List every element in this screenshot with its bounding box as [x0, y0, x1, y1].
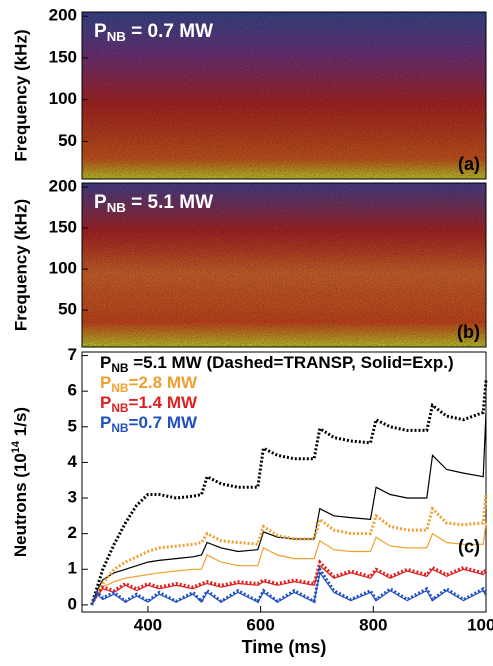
- series-line: [91, 522, 487, 606]
- spectrogram-texture: [82, 183, 486, 347]
- series-line: [91, 571, 487, 606]
- subscript: NB: [111, 401, 129, 415]
- subscript: NB: [107, 200, 126, 215]
- text: = 0.7 MW: [126, 21, 213, 42]
- subscript: NB: [111, 381, 129, 395]
- series-line: [90, 494, 488, 606]
- symbol: P: [94, 21, 107, 42]
- x-tick-label: 400: [134, 615, 162, 634]
- series-line: [90, 380, 488, 606]
- subscript: NB: [111, 421, 129, 435]
- spectrogram-texture: [82, 12, 486, 179]
- annotation: PNB = 5.1 MW: [94, 192, 213, 215]
- y-tick-label: 150: [49, 47, 77, 66]
- y-tick-label: 100: [49, 89, 77, 108]
- y-tick-label: 200: [49, 6, 77, 25]
- y-tick-label: 6: [68, 381, 77, 400]
- series-line: [91, 564, 487, 606]
- frame: [81, 11, 487, 180]
- text: =5.1 MW (Dashed=TRANSP, Solid=Exp.): [129, 353, 454, 372]
- panel-label: (a): [458, 154, 480, 174]
- y-tick-label: 7: [68, 345, 77, 364]
- y-tick-label: 3: [68, 488, 77, 507]
- y-tick-label: 2: [68, 523, 77, 542]
- frame: [81, 351, 487, 613]
- symbol: P: [94, 192, 107, 213]
- y-tick-label: 4: [68, 452, 78, 471]
- symbol: P: [100, 393, 111, 412]
- y-tick-label: 50: [58, 300, 77, 319]
- legend-entry: PNB=1.4 MW: [100, 393, 198, 415]
- panel-label: (c): [458, 537, 480, 557]
- y-tick-label: 200: [49, 177, 77, 196]
- y-tick-label: 5: [68, 416, 77, 435]
- legend-entry: PNB=0.7 MW: [100, 413, 198, 435]
- legend-entry: PNB =5.1 MW (Dashed=TRANSP, Solid=Exp.): [100, 353, 454, 375]
- text: =2.8 MW: [129, 373, 198, 392]
- series-line: [91, 412, 487, 606]
- y-axis-label: Frequency (kHz): [11, 29, 30, 161]
- series-line: [90, 559, 488, 606]
- x-axis-label: Time (ms): [242, 637, 327, 657]
- label-text: 1/s): [11, 407, 30, 441]
- y-tick-label: 0: [68, 594, 77, 613]
- frame: [81, 182, 487, 348]
- y-tick-label: 150: [49, 218, 77, 237]
- legend-entry: PNB=2.8 MW: [100, 373, 198, 395]
- text: = 5.1 MW: [126, 192, 213, 213]
- y-tick-label: 50: [58, 131, 77, 150]
- y-tick-label: 1: [68, 559, 77, 578]
- x-tick-label: 600: [246, 615, 274, 634]
- y-tick-label: 100: [49, 259, 77, 278]
- text: =0.7 MW: [129, 413, 198, 432]
- symbol: P: [100, 373, 111, 392]
- label-text: Neutrons (10: [11, 453, 30, 557]
- panel-label: (b): [457, 322, 480, 342]
- x-tick-label: 800: [359, 615, 387, 634]
- symbol: P: [100, 353, 111, 372]
- x-tick-label: 1000: [467, 615, 493, 634]
- superscript: 14: [10, 440, 22, 453]
- y-axis-label: Frequency (kHz): [11, 199, 30, 331]
- subscript: NB: [111, 361, 129, 375]
- series-line: [90, 565, 488, 606]
- subscript: NB: [107, 29, 126, 44]
- annotation: PNB = 0.7 MW: [94, 21, 213, 44]
- text: =1.4 MW: [129, 393, 198, 412]
- symbol: P: [100, 413, 111, 432]
- y-axis-label: Neutrons (1014 1/s): [10, 407, 31, 557]
